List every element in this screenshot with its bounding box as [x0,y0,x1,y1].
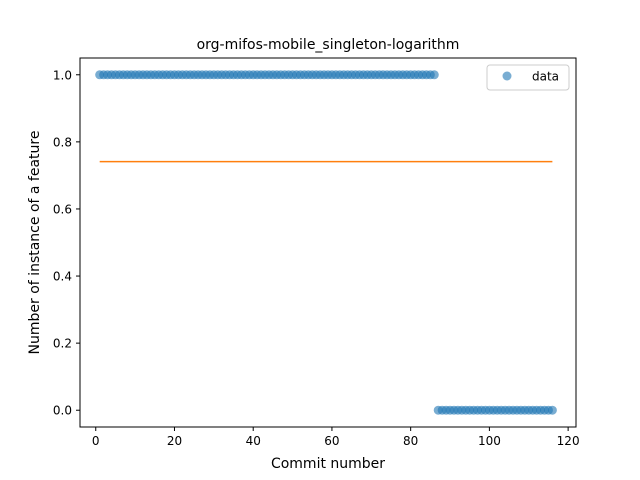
legend: data [486,64,570,91]
y-axis-label: Number of instance of a feature [27,131,43,355]
legend-box [486,64,570,91]
y-tick-label: 0.8 [53,135,72,149]
y-tick-label: 0.2 [53,337,72,351]
x-tick-label: 120 [557,434,580,448]
x-tick-label: 60 [324,434,339,448]
data-point [429,70,439,80]
legend-marker-data [502,71,512,81]
x-axis-label: Commit number [271,456,385,472]
plot-layer [95,70,557,415]
y-tick-label: 0.0 [53,404,72,418]
plot-frame [79,57,577,428]
x-tick-label: 80 [403,434,418,448]
data-point [547,405,557,415]
x-tick-label: 100 [478,434,501,448]
x-tick-label: 20 [167,434,182,448]
x-tick-label: 0 [92,434,100,448]
y-tick-label: 1.0 [53,68,72,82]
legend-label-data: data [532,70,559,84]
x-tick-label: 40 [246,434,261,448]
y-tick-label: 0.6 [53,202,72,216]
y-tick-label: 0.4 [53,270,72,284]
chart-title: org-mifos-mobile_singleton-logarithm [197,37,460,53]
axes-layer: 0 20 40 60 80 100 120 0.0 0.2 0.4 0.6 0.8 1.0 [53,68,580,448]
